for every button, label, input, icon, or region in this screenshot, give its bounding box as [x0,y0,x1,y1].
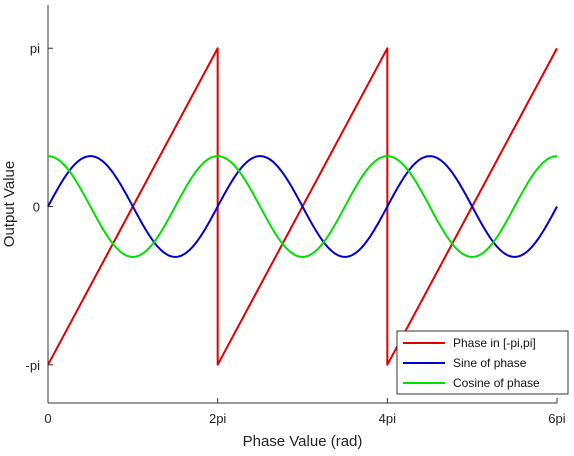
y-tick-label: -pi [26,358,41,373]
legend: Phase in [-pi,pi] Sine of phase Cosine of … [396,330,569,395]
series-line-2 [47,155,558,258]
y-axis-label: Output Value [1,161,18,247]
legend-entry: Sine of phase [453,356,527,370]
series-line-3 [47,155,558,258]
y-tick-label: pi [30,41,40,56]
x-tick-label: 0 [44,411,51,426]
x-tick-label: 6pi [548,411,565,426]
x-tick-label: 4pi [379,411,396,426]
y-tick-label: 0 [33,200,40,215]
x-tick-label: 2pi [209,411,226,426]
legend-entry: Phase in [-pi,pi] [453,336,536,350]
series-layer [47,47,558,366]
tick-layer: 0 2pi 4pi 6pi -pi 0 pi [26,41,566,426]
legend-entry: Cosine of phase [453,376,540,390]
x-axis-label: Phase Value (rad) [243,433,363,450]
